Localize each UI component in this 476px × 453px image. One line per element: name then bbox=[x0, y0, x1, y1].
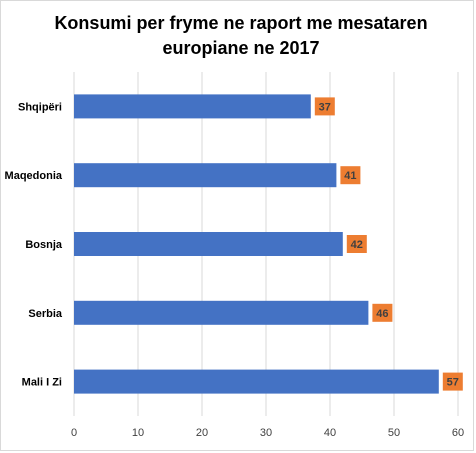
data-label-background bbox=[340, 166, 361, 185]
x-tick-label: 40 bbox=[324, 427, 336, 439]
data-label-background bbox=[314, 97, 335, 116]
x-tick-label: 10 bbox=[132, 427, 144, 439]
category-label: Mali I Zi bbox=[22, 377, 62, 389]
bar bbox=[74, 163, 337, 188]
x-tick-label: 50 bbox=[388, 427, 400, 439]
category-label: Serbia bbox=[28, 308, 63, 320]
data-label: 42 bbox=[351, 239, 363, 251]
x-tick-label: 20 bbox=[196, 427, 208, 439]
chart-title: Konsumi per fryme ne raport me mesataren… bbox=[41, 11, 441, 61]
data-label-background bbox=[372, 303, 393, 322]
x-tick-label: 0 bbox=[71, 427, 77, 439]
data-label: 41 bbox=[344, 170, 356, 182]
bar bbox=[74, 94, 311, 119]
bar bbox=[74, 369, 439, 394]
category-label: Maqedonia bbox=[5, 170, 63, 182]
category-label: Shqipëri bbox=[18, 101, 62, 113]
x-tick-label: 60 bbox=[452, 427, 464, 439]
x-tick-label: 30 bbox=[260, 427, 272, 439]
data-label-background bbox=[346, 235, 367, 253]
category-label: Bosnja bbox=[25, 239, 63, 251]
bar bbox=[74, 300, 369, 325]
bar bbox=[74, 232, 343, 256]
data-label: 46 bbox=[376, 308, 388, 320]
data-label-background bbox=[442, 372, 463, 391]
chart-title-line-2: europiane ne 2017 bbox=[162, 38, 320, 58]
data-label: 57 bbox=[447, 377, 459, 389]
chart-title-line-1: Konsumi per fryme ne raport me mesataren bbox=[54, 13, 428, 33]
data-label: 37 bbox=[319, 101, 331, 113]
